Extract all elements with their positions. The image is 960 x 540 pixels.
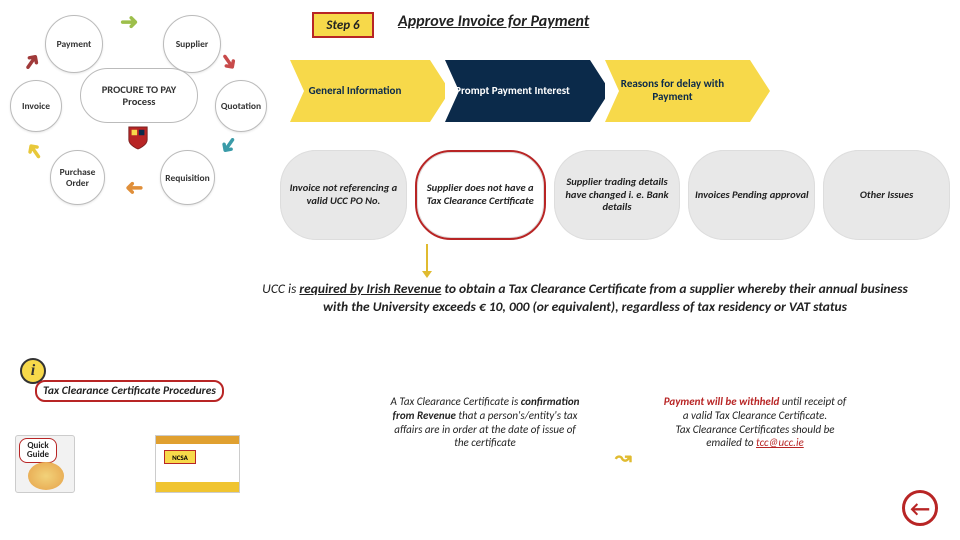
cloud-pending-approval[interactable]: Invoices Pending approval: [688, 150, 815, 240]
page-title: Approve Invoice for Payment: [398, 12, 589, 31]
thumb-bar: [156, 436, 239, 444]
cycle-center-label: PROCURE TO PAY Process: [80, 68, 198, 123]
connector-line: [426, 244, 428, 272]
body-text: UCC is required by Irish Revenue to obta…: [250, 280, 920, 316]
chevron-delay-reasons[interactable]: Reasons for delay with Payment: [605, 60, 750, 122]
tcc-definition-block: A Tax Clearance Certificate is confirmat…: [390, 395, 580, 450]
cycle-node-requisition: Requisition: [160, 150, 215, 205]
back-button[interactable]: ←: [902, 490, 938, 526]
cycle-node-payment: Payment: [45, 15, 103, 73]
ncsa-thumb[interactable]: NCSA: [155, 435, 240, 493]
chevron-general-info[interactable]: General Information: [290, 60, 430, 122]
cycle-node-purchase-order: Purchase Order: [50, 150, 105, 205]
procure-to-pay-cycle: Payment Supplier Quotation Requisition P…: [10, 10, 280, 210]
ncsa-badge: NCSA: [164, 450, 196, 464]
arrow-icon: ➜: [213, 130, 246, 161]
cycle-node-quotation: Quotation: [215, 80, 267, 132]
zigzag-icon: ↝: [615, 445, 632, 470]
issue-cloud-row: Invoice not referencing a valid UCC PO N…: [280, 150, 950, 240]
quick-guide-label: Quick Guide: [19, 438, 57, 463]
cloud-trading-details[interactable]: Supplier trading details have changed i.…: [554, 150, 681, 240]
chevron-prompt-payment[interactable]: Prompt Payment Interest: [445, 60, 590, 122]
arrow-icon: ➜: [125, 175, 143, 202]
arrow-icon: ➜: [15, 46, 48, 77]
step-label: Step 6: [312, 12, 374, 38]
cloud-invoice-no-po[interactable]: Invoice not referencing a valid UCC PO N…: [280, 150, 407, 240]
cycle-node-invoice: Invoice: [10, 80, 62, 132]
tcc-procedures-link[interactable]: Tax Clearance Certificate Procedures: [35, 380, 224, 402]
tcc-email-link[interactable]: tcc@ucc.ie: [756, 436, 804, 449]
cloud-no-tax-clearance[interactable]: Supplier does not have a Tax Clearance C…: [415, 150, 546, 240]
arrow-icon: ➜: [18, 136, 51, 167]
arrow-icon: ➜: [120, 8, 138, 35]
cloud-other-issues[interactable]: Other Issues: [823, 150, 950, 240]
crest-icon: [127, 125, 149, 151]
cycle-node-supplier: Supplier: [163, 15, 221, 73]
thumb-strip: [156, 482, 239, 492]
payment-withheld-block: Payment will be withheld until receipt o…: [660, 395, 850, 450]
quick-guide-graphic: [28, 462, 64, 490]
